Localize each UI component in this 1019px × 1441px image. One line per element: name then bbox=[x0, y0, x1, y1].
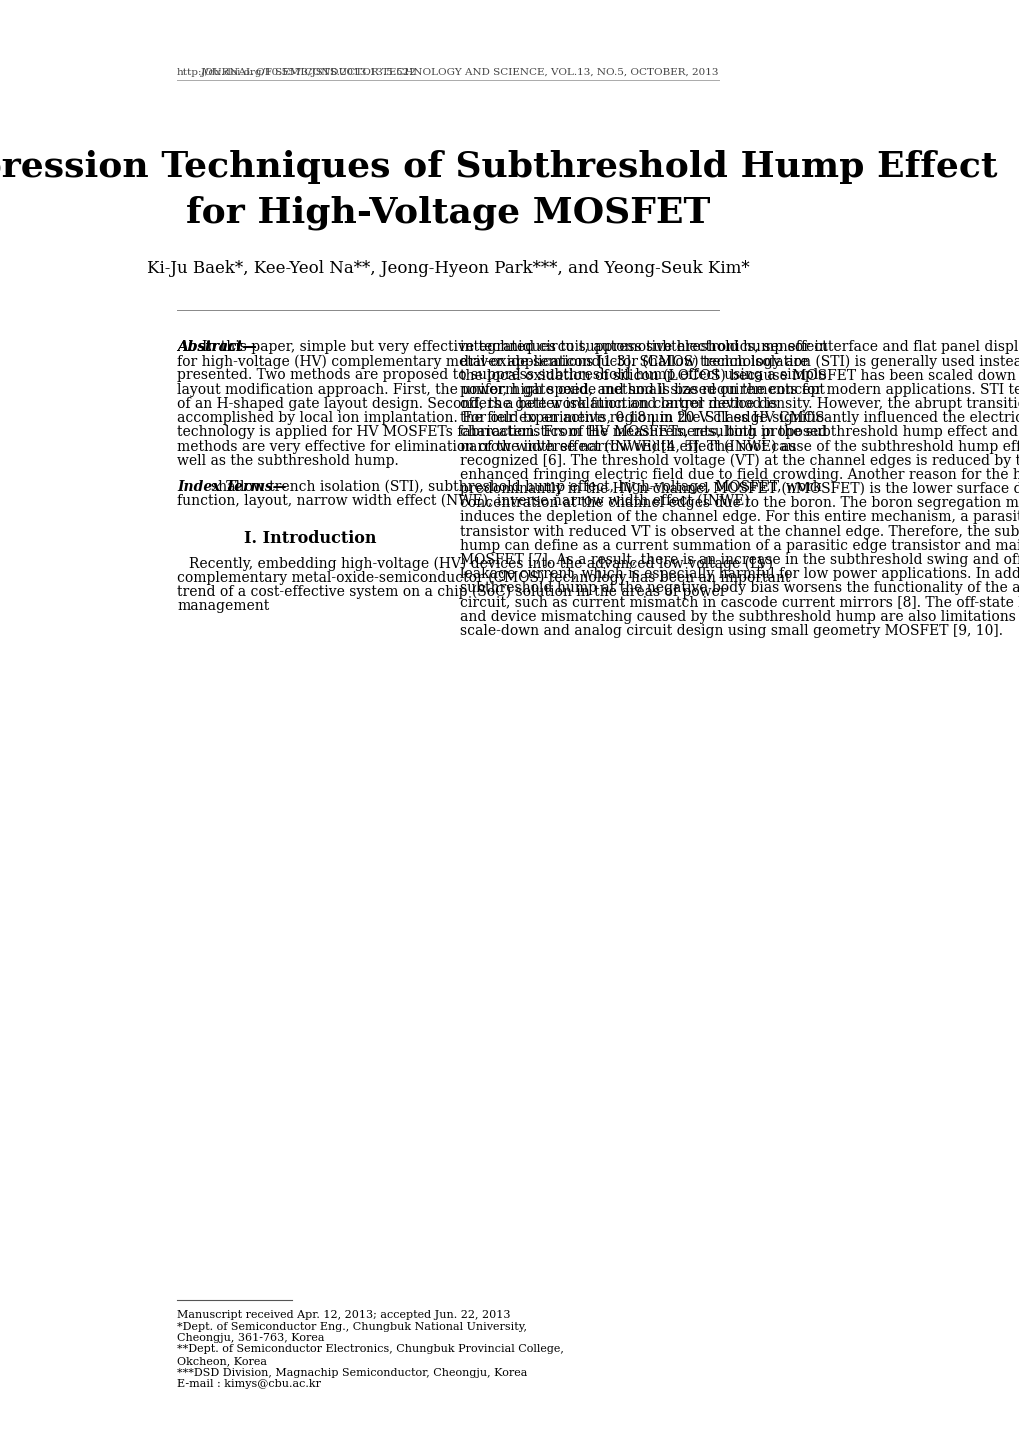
Text: the field to an active region in the STI edge significantly influenced the elect: the field to an active region in the STI… bbox=[460, 411, 1019, 425]
Text: enhanced fringing electric field due to field crowding. Another reason for the h: enhanced fringing electric field due to … bbox=[460, 468, 1019, 481]
Text: I. Introduction: I. Introduction bbox=[244, 530, 376, 548]
Text: Recently, embedding high-voltage (HV) devices into the advanced low-voltage (LV): Recently, embedding high-voltage (HV) de… bbox=[189, 556, 771, 571]
Text: subthreshold hump at the negative body bias worsens the functionality of the ana: subthreshold hump at the negative body b… bbox=[460, 581, 1019, 595]
Text: leakage current, which is especially harmful for low power applications. In addi: leakage current, which is especially har… bbox=[460, 568, 1019, 581]
Text: recognized [6]. The threshold voltage (VT) at the channel edges is reduced by th: recognized [6]. The threshold voltage (V… bbox=[460, 454, 1019, 468]
Text: for High-Voltage MOSFET: for High-Voltage MOSFET bbox=[185, 195, 710, 229]
Text: trend of a cost-effective system on a chip (SoC) solution in the areas of power: trend of a cost-effective system on a ch… bbox=[177, 585, 726, 599]
Text: Index Terms—: Index Terms— bbox=[177, 480, 286, 494]
Text: *Dept. of Semiconductor Eng., Chungbuk National University,: *Dept. of Semiconductor Eng., Chungbuk N… bbox=[177, 1321, 527, 1331]
Text: layout modification approach. First, the uniform gate oxide method is based on t: layout modification approach. First, the… bbox=[177, 383, 824, 396]
Text: and device mismatching caused by the subthreshold hump are also limitations of t: and device mismatching caused by the sub… bbox=[460, 610, 1019, 624]
Text: hump can define as a current summation of a parasitic edge transistor and main c: hump can define as a current summation o… bbox=[460, 539, 1019, 553]
Text: Abstract—: Abstract— bbox=[177, 340, 257, 354]
Text: function, layout, narrow width effect (NWE), inverse narrow width effect (INWE): function, layout, narrow width effect (N… bbox=[177, 494, 749, 509]
Text: Suppression Techniques of Subthreshold Hump Effect: Suppression Techniques of Subthreshold H… bbox=[0, 150, 997, 184]
Text: E-mail : kimys@cbu.ac.kr: E-mail : kimys@cbu.ac.kr bbox=[177, 1379, 321, 1389]
Text: offers a better isolation and larger device density. However, the abrupt transit: offers a better isolation and larger dev… bbox=[460, 396, 1019, 411]
Text: concentration at the channel edges due to the boron. The boron segregation more : concentration at the channel edges due t… bbox=[460, 496, 1019, 510]
Text: methods are very effective for elimination of the inverse narrow width effect (I: methods are very effective for eliminati… bbox=[177, 440, 796, 454]
Text: well as the subthreshold hump.: well as the subthreshold hump. bbox=[177, 454, 398, 467]
Text: driver applications [1-3]. Shallow trench isolation (STI) is generally used inst: driver applications [1-3]. Shallow trenc… bbox=[460, 354, 1019, 369]
Text: predominantly in the HV n-channel MOSFET (nMOSFET) is the lower surface doping: predominantly in the HV n-channel MOSFET… bbox=[460, 481, 1019, 496]
Text: Abstract—: Abstract— bbox=[177, 340, 257, 354]
Text: power, high speed, and small size requirements for modern applications. STI tech: power, high speed, and small size requir… bbox=[460, 383, 1019, 396]
Text: circuit, such as current mismatch in cascode current mirrors [8]. The off-state : circuit, such as current mismatch in cas… bbox=[460, 595, 1019, 610]
Text: narrow width effect (INWE) [4, 5]. The root cause of the subthreshold hump effec: narrow width effect (INWE) [4, 5]. The r… bbox=[460, 440, 1019, 454]
Text: presented. Two methods are proposed to suppress subthreshold hump effect using a: presented. Two methods are proposed to s… bbox=[177, 369, 825, 382]
Text: for high-voltage (HV) complementary metal-oxide-semiconductor (CMOS) technology : for high-voltage (HV) complementary meta… bbox=[177, 354, 808, 369]
Text: accomplished by local ion implantation. For our experiments, 0.18 μm 20 V class : accomplished by local ion implantation. … bbox=[177, 411, 823, 425]
Text: JOURNAL OF SEMICONDUCTOR TECHNOLOGY AND SCIENCE, VOL.13, NO.5, OCTOBER, 2013: JOURNAL OF SEMICONDUCTOR TECHNOLOGY AND … bbox=[201, 68, 718, 76]
Text: http://dx.doi.org/10.5573/JSTS.2013.13.5.522: http://dx.doi.org/10.5573/JSTS.2013.13.5… bbox=[177, 68, 417, 76]
Text: induces the depletion of the channel edge. For this entire mechanism, a parasiti: induces the depletion of the channel edg… bbox=[460, 510, 1019, 525]
Text: management: management bbox=[177, 599, 269, 612]
Text: **Dept. of Semiconductor Electronics, Chungbuk Provincial College,: **Dept. of Semiconductor Electronics, Ch… bbox=[177, 1344, 564, 1355]
Text: MOSFET [7]. As a result, there is an increase in the subthreshold swing and off-: MOSFET [7]. As a result, there is an inc… bbox=[460, 553, 1019, 566]
Text: transistor with reduced VT is observed at the channel edge. Therefore, the subth: transistor with reduced VT is observed a… bbox=[460, 525, 1019, 539]
Text: integrated circuit, automotive electronics, sensor interface and flat panel disp: integrated circuit, automotive electroni… bbox=[460, 340, 1019, 354]
Text: Manuscript received Apr. 12, 2013; accepted Jun. 22, 2013: Manuscript received Apr. 12, 2013; accep… bbox=[177, 1310, 511, 1320]
Text: shallow trench isolation (STI), subthreshold hump effect, high-voltage, MOSFET, : shallow trench isolation (STI), subthres… bbox=[210, 480, 820, 494]
Text: Cheongju, 361-763, Korea: Cheongju, 361-763, Korea bbox=[177, 1333, 324, 1343]
Text: the local oxidation of silicon (LOCOS) because MOSFET has been scaled down to sa: the local oxidation of silicon (LOCOS) b… bbox=[460, 369, 1019, 383]
Text: ***DSD Division, Magnachip Semiconductor, Cheongju, Korea: ***DSD Division, Magnachip Semiconductor… bbox=[177, 1368, 527, 1378]
Text: scale-down and analog circuit design using small geometry MOSFET [9, 10].: scale-down and analog circuit design usi… bbox=[460, 624, 1002, 638]
Text: complementary metal-oxide-semiconductor (CMOS) technology has been an important: complementary metal-oxide-semiconductor … bbox=[177, 571, 790, 585]
Text: characteristics of HV MOSFETs, resulting in the subthreshold hump effect and inv: characteristics of HV MOSFETs, resulting… bbox=[460, 425, 1019, 440]
Text: technology is applied for HV MOSFETs fabrication. From the measurements, both pr: technology is applied for HV MOSFETs fab… bbox=[177, 425, 826, 440]
Text: Ki-Ju Baek*, Kee-Yeol Na**, Jeong-Hyeon Park***, and Yeong-Seuk Kim*: Ki-Ju Baek*, Kee-Yeol Na**, Jeong-Hyeon … bbox=[147, 259, 749, 277]
Text: of an H-shaped gate layout design. Second, the gate work function control method: of an H-shaped gate layout design. Secon… bbox=[177, 396, 776, 411]
Text: Okcheon, Korea: Okcheon, Korea bbox=[177, 1356, 267, 1366]
Text: In this paper, simple but very effective techniques to suppress subthreshold hum: In this paper, simple but very effective… bbox=[202, 340, 827, 354]
